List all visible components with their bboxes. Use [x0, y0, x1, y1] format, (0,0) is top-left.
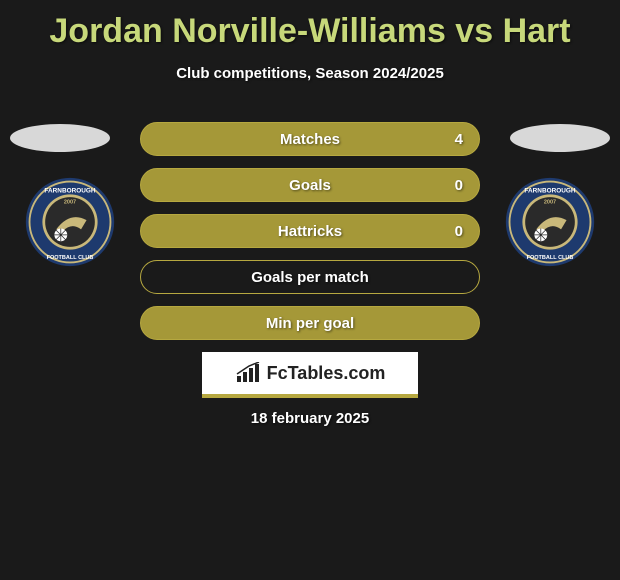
- stat-label: Min per goal: [266, 315, 354, 332]
- stat-label: Goals per match: [251, 269, 369, 286]
- stat-label: Matches: [280, 131, 340, 148]
- stat-label: Hattricks: [278, 223, 342, 240]
- player-marker-left: [10, 124, 110, 152]
- svg-text:FARNBOROUGH: FARNBOROUGH: [44, 188, 95, 195]
- svg-text:2007: 2007: [64, 200, 76, 206]
- stat-row-goals: Goals 0: [140, 168, 480, 202]
- stat-row-min-per-goal: Min per goal: [140, 306, 480, 340]
- stat-value: 0: [455, 177, 463, 194]
- stat-row-goals-per-match: Goals per match: [140, 260, 480, 294]
- stat-row-hattricks: Hattricks 0: [140, 214, 480, 248]
- subtitle: Club competitions, Season 2024/2025: [0, 65, 620, 82]
- stat-row-matches: Matches 4: [140, 122, 480, 156]
- stat-label: Goals: [289, 177, 331, 194]
- club-crest-left: FARNBOROUGH FOOTBALL CLUB 2007: [24, 176, 116, 268]
- brand-badge: FcTables.com: [202, 352, 418, 398]
- date-label: 18 february 2025: [0, 410, 620, 427]
- svg-text:FARNBOROUGH: FARNBOROUGH: [524, 188, 575, 195]
- stats-container: Matches 4 Goals 0 Hattricks 0 Goals per …: [140, 122, 480, 352]
- page-title: Jordan Norville-Williams vs Hart: [0, 0, 620, 51]
- svg-text:2007: 2007: [544, 200, 556, 206]
- club-crest-right: FARNBOROUGH FOOTBALL CLUB 2007: [504, 176, 596, 268]
- svg-text:FOOTBALL CLUB: FOOTBALL CLUB: [527, 255, 574, 261]
- stat-value: 0: [455, 223, 463, 240]
- brand-text: FcTables.com: [267, 363, 386, 384]
- svg-text:FOOTBALL CLUB: FOOTBALL CLUB: [47, 255, 94, 261]
- chart-icon: [235, 362, 261, 384]
- stat-value: 4: [455, 131, 463, 148]
- player-marker-right: [510, 124, 610, 152]
